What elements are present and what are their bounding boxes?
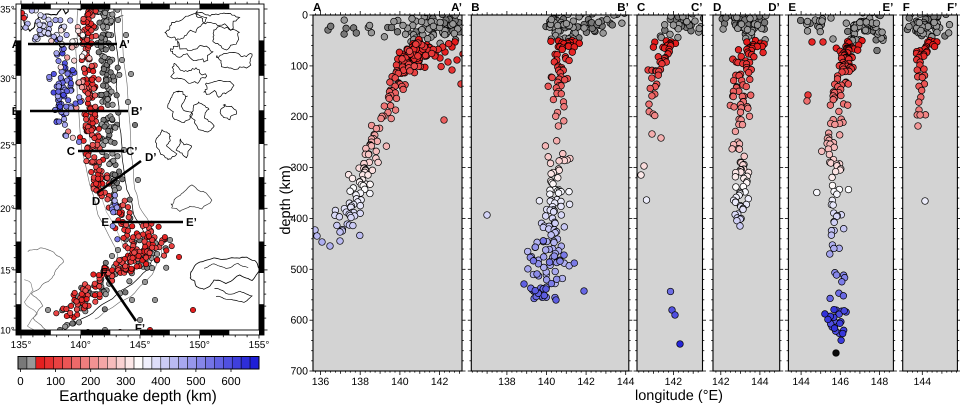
svg-text:0: 0: [17, 376, 23, 388]
svg-text:136: 136: [312, 376, 330, 388]
svg-text:148: 148: [871, 376, 889, 388]
svg-text:A’: A’: [451, 2, 462, 14]
svg-text:25°: 25°: [0, 140, 15, 151]
svg-text:C: C: [637, 2, 645, 14]
svg-text:E’: E’: [883, 2, 894, 14]
svg-text:138: 138: [498, 376, 516, 388]
svg-text:140°: 140°: [70, 340, 91, 351]
svg-text:F’: F’: [947, 2, 957, 14]
svg-text:700: 700: [290, 366, 308, 378]
svg-text:144: 144: [792, 376, 810, 388]
svg-text:600: 600: [290, 315, 308, 327]
svg-text:400: 400: [151, 376, 170, 388]
svg-text:longitude (°E): longitude (°E): [635, 388, 723, 404]
svg-text:15°: 15°: [0, 265, 15, 276]
svg-text:F: F: [903, 2, 910, 14]
svg-text:100: 100: [290, 60, 308, 72]
svg-text:300: 300: [116, 376, 135, 388]
svg-text:142: 142: [665, 376, 683, 388]
svg-text:144: 144: [914, 376, 932, 388]
svg-text:F’: F’: [135, 323, 145, 335]
svg-text:150°: 150°: [189, 340, 210, 351]
svg-text:146: 146: [832, 376, 850, 388]
svg-text:155°: 155°: [249, 340, 270, 351]
svg-text:E’: E’: [186, 217, 197, 229]
svg-text:D: D: [713, 2, 721, 14]
svg-text:35°: 35°: [0, 5, 15, 16]
svg-text:C’: C’: [691, 2, 703, 14]
svg-text:400: 400: [290, 213, 308, 225]
svg-text:30°: 30°: [0, 74, 15, 85]
svg-text:600: 600: [221, 376, 240, 388]
svg-text:D: D: [92, 196, 100, 208]
svg-text:F: F: [100, 267, 107, 279]
svg-text:142: 142: [577, 376, 595, 388]
svg-text:144: 144: [751, 376, 769, 388]
svg-text:E: E: [788, 2, 796, 14]
svg-text:D’: D’: [145, 152, 157, 164]
svg-text:135°: 135°: [11, 340, 32, 351]
svg-text:B’: B’: [131, 106, 143, 118]
svg-text:140: 140: [538, 376, 556, 388]
svg-text:20°: 20°: [0, 204, 15, 215]
svg-text:C: C: [67, 146, 75, 158]
svg-text:D’: D’: [768, 2, 780, 14]
svg-text:138: 138: [351, 376, 369, 388]
svg-text:500: 500: [186, 376, 205, 388]
svg-text:0: 0: [302, 10, 308, 22]
svg-text:B: B: [471, 2, 479, 14]
svg-text:C’: C’: [126, 146, 138, 158]
svg-text:10°: 10°: [0, 326, 15, 337]
svg-text:145°: 145°: [130, 340, 151, 351]
svg-text:Earthquake depth (km): Earthquake depth (km): [59, 388, 217, 405]
svg-text:142: 142: [431, 376, 449, 388]
svg-text:144: 144: [617, 376, 635, 388]
svg-text:B’: B’: [617, 2, 629, 14]
svg-text:500: 500: [290, 264, 308, 276]
svg-text:142: 142: [712, 376, 730, 388]
svg-text:depth (km): depth (km): [278, 165, 294, 234]
svg-text:A’: A’: [119, 39, 130, 51]
svg-text:300: 300: [290, 162, 308, 174]
svg-text:100: 100: [46, 376, 65, 388]
svg-text:A: A: [313, 2, 321, 14]
svg-text:200: 200: [81, 376, 100, 388]
svg-text:E: E: [101, 217, 109, 229]
svg-text:140: 140: [391, 376, 409, 388]
svg-text:200: 200: [290, 111, 308, 123]
